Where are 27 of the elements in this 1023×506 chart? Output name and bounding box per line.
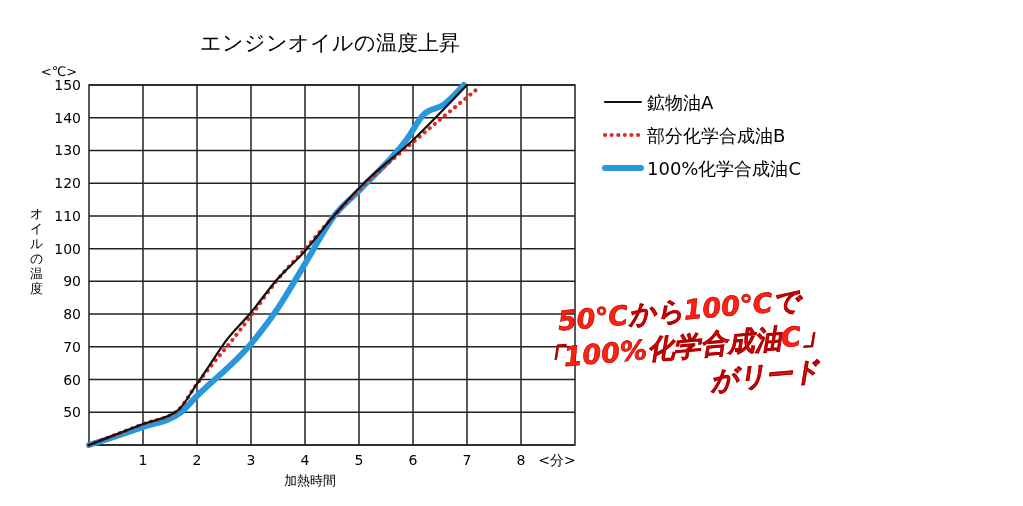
- x-tick-label: 1: [138, 452, 148, 468]
- y-tick-label: 130: [54, 142, 81, 159]
- legend-label: 100%化学合成油C: [647, 158, 802, 179]
- y-tick-label: 90: [63, 273, 81, 290]
- x-tick-label: 4: [300, 452, 310, 468]
- y-axis-title: オイルの温度: [29, 206, 43, 296]
- text: <分>: [538, 452, 576, 468]
- x-tick-label: 5: [354, 452, 364, 468]
- y-tick-label: 50: [63, 404, 81, 421]
- x-tick-label: 2: [192, 452, 202, 468]
- y-tick-label: 70: [63, 338, 81, 355]
- x-axis-title: 加熱時間: [284, 473, 336, 488]
- y-tick-label: 80: [63, 306, 81, 323]
- x-tick-label: 6: [408, 452, 418, 468]
- legend-label: 鉱物油A: [647, 92, 714, 113]
- x-tick-label: 7: [462, 452, 472, 468]
- chart-title: エンジンオイルの温度上昇: [200, 31, 460, 55]
- y-tick-label: 140: [54, 109, 81, 126]
- x-tick-label: 8: [516, 452, 526, 468]
- y-tick-label: 110: [54, 207, 81, 224]
- y-tick-label: 120: [54, 175, 81, 192]
- y-tick-label: 150: [54, 77, 81, 93]
- text: <℃>: [40, 64, 78, 79]
- y-tick-label: 60: [63, 371, 81, 388]
- x-tick-label: 3: [246, 452, 256, 468]
- legend-label: 部分化学合成油B: [647, 125, 786, 146]
- y-tick-label: 100: [54, 240, 81, 257]
